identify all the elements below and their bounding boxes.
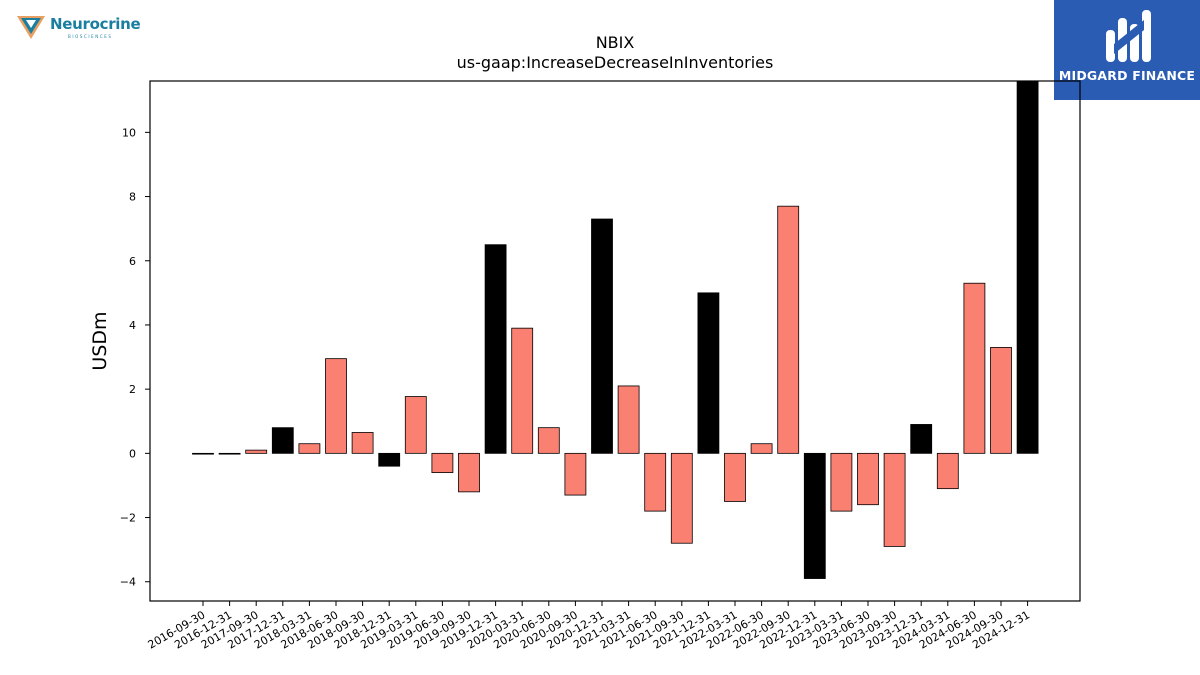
bar-2018-12-31 [378, 452, 401, 467]
bar-2016-09-30 [192, 452, 214, 455]
bar-2023-09-30 [883, 452, 906, 547]
neurocrine-logo: Neurocrine BIOSCIENCES [16, 14, 146, 42]
y-tick-label: 2 [129, 383, 136, 396]
y-tick-label: 10 [122, 126, 136, 139]
y-tick-label: 6 [129, 255, 136, 268]
bar-2024-12-31 [1016, 80, 1039, 454]
bar-2021-09-30 [670, 452, 693, 544]
bar-2021-12-31 [697, 292, 720, 454]
y-axis-label: USDm [89, 311, 111, 370]
bar-2022-03-31 [724, 452, 746, 502]
bar-2020-03-31 [511, 327, 534, 454]
bar-2023-12-31 [910, 424, 933, 454]
y-tick-label: 8 [129, 191, 136, 204]
midgard-finance-logo: MIDGARD FINANCE [1054, 0, 1200, 100]
neurocrine-logo-icon [17, 16, 45, 39]
bar-2017-12-31 [271, 427, 294, 454]
bar-2020-06-30 [537, 427, 560, 454]
bar-2022-12-31 [803, 452, 826, 579]
bar-2019-09-30 [458, 452, 480, 493]
y-axis: −4 −2 0 2 4 6 8 10 [120, 126, 150, 589]
bar-2024-03-31 [936, 452, 959, 490]
bar-2022-06-30 [750, 443, 773, 454]
bar-2019-03-31 [404, 396, 427, 454]
bar-2017-09-30 [245, 449, 268, 454]
bar-2020-12-31 [591, 218, 613, 454]
midgard-finance-wordmark: MIDGARD FINANCE [1058, 68, 1196, 83]
midgard-mark-icon [1106, 10, 1151, 62]
bar-2021-03-31 [617, 385, 640, 454]
bar-2024-06-30 [963, 282, 986, 454]
bar-2018-03-31 [298, 443, 321, 454]
chart-subtitle: us-gaap:IncreaseDecreaseInInventories [457, 53, 774, 72]
y-tick-label: −4 [120, 576, 136, 589]
bar-2022-09-30 [777, 205, 800, 454]
y-tick-label: −2 [120, 512, 136, 525]
y-tick-label: 0 [129, 447, 136, 460]
bar-2024-09-30 [990, 347, 1012, 454]
bar-2023-06-30 [857, 452, 879, 506]
bar-2018-09-30 [351, 432, 374, 454]
bar-2016-12-31 [218, 452, 241, 455]
bar-2018-06-30 [325, 358, 347, 454]
neurocrine-wordmark: Neurocrine [50, 15, 141, 33]
bar-2023-03-31 [830, 452, 853, 512]
plot-frame [149, 80, 1081, 602]
bar-2021-06-30 [644, 452, 667, 512]
y-tick-label: 4 [129, 319, 136, 332]
x-axis: 2016-09-302016-12-312017-09-302017-12-31… [146, 601, 1032, 652]
bar-2020-09-30 [564, 452, 587, 496]
chart-title: NBIX [596, 33, 635, 52]
bars-group [192, 80, 1039, 579]
neurocrine-subtext: BIOSCIENCES [68, 34, 113, 39]
bar-2019-12-31 [484, 244, 507, 454]
bar-2019-06-30 [431, 452, 454, 474]
